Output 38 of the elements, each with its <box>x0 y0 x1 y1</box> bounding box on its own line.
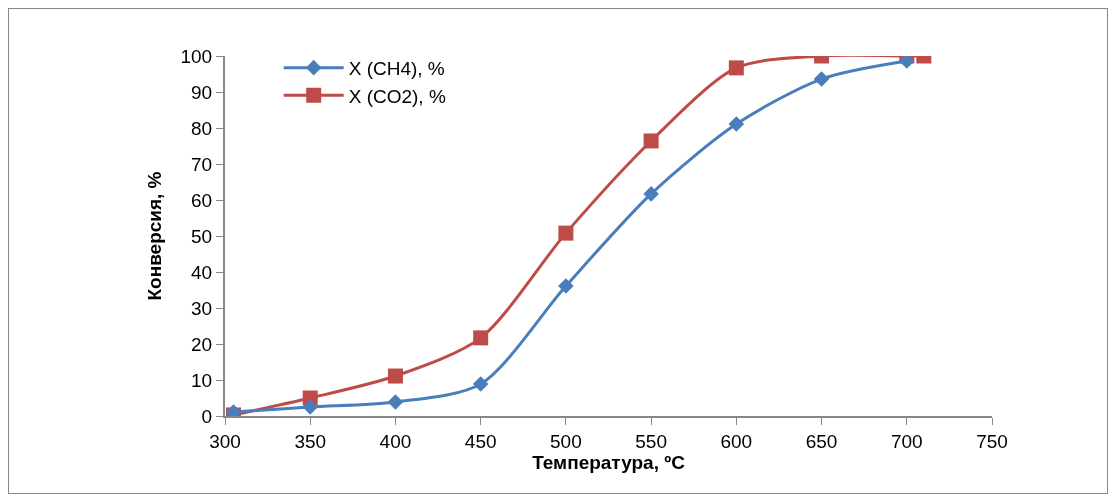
y-axis-title: Конверсия, % <box>143 171 165 301</box>
x-tick-label: 350 <box>294 430 327 452</box>
point <box>643 186 659 202</box>
x-tick-label: 300 <box>209 430 241 452</box>
point <box>387 368 403 384</box>
y-tick-label: 30 <box>191 297 213 319</box>
point <box>728 116 745 132</box>
point <box>387 394 404 410</box>
point <box>898 56 915 69</box>
point <box>473 330 489 346</box>
y-tick-label: 90 <box>191 81 213 103</box>
x-tick-label: 700 <box>890 430 923 452</box>
legend-label: X (CO2), % <box>348 85 446 107</box>
legend-label: X (CH4), % <box>348 58 445 80</box>
y-tick-label: 40 <box>191 261 213 283</box>
y-tick-label: 80 <box>191 117 213 139</box>
point <box>302 399 319 415</box>
x-tick-label: 450 <box>464 430 497 452</box>
point <box>472 376 489 392</box>
y-tick-label: 100 <box>180 45 213 67</box>
y-tick-label: 60 <box>191 189 213 211</box>
x-tick-label: 550 <box>635 430 667 452</box>
x-axis-title: Температура, ºC <box>532 451 686 473</box>
point <box>728 60 744 76</box>
y-tick-label: 50 <box>191 225 213 247</box>
x-tick-label: 750 <box>976 430 1008 452</box>
point <box>643 133 659 149</box>
point <box>813 71 830 87</box>
y-tick-label: 20 <box>191 333 213 355</box>
x-tick-label: 400 <box>379 430 412 452</box>
point <box>558 225 574 241</box>
x-tick-label: 500 <box>550 430 582 452</box>
x-tick-label: 650 <box>805 430 838 452</box>
x-tick-label: 600 <box>720 430 753 452</box>
y-tick-label: 0 <box>201 405 213 427</box>
y-tick-label: 70 <box>191 153 213 175</box>
y-tick-label: 10 <box>191 369 213 391</box>
point <box>558 278 574 294</box>
